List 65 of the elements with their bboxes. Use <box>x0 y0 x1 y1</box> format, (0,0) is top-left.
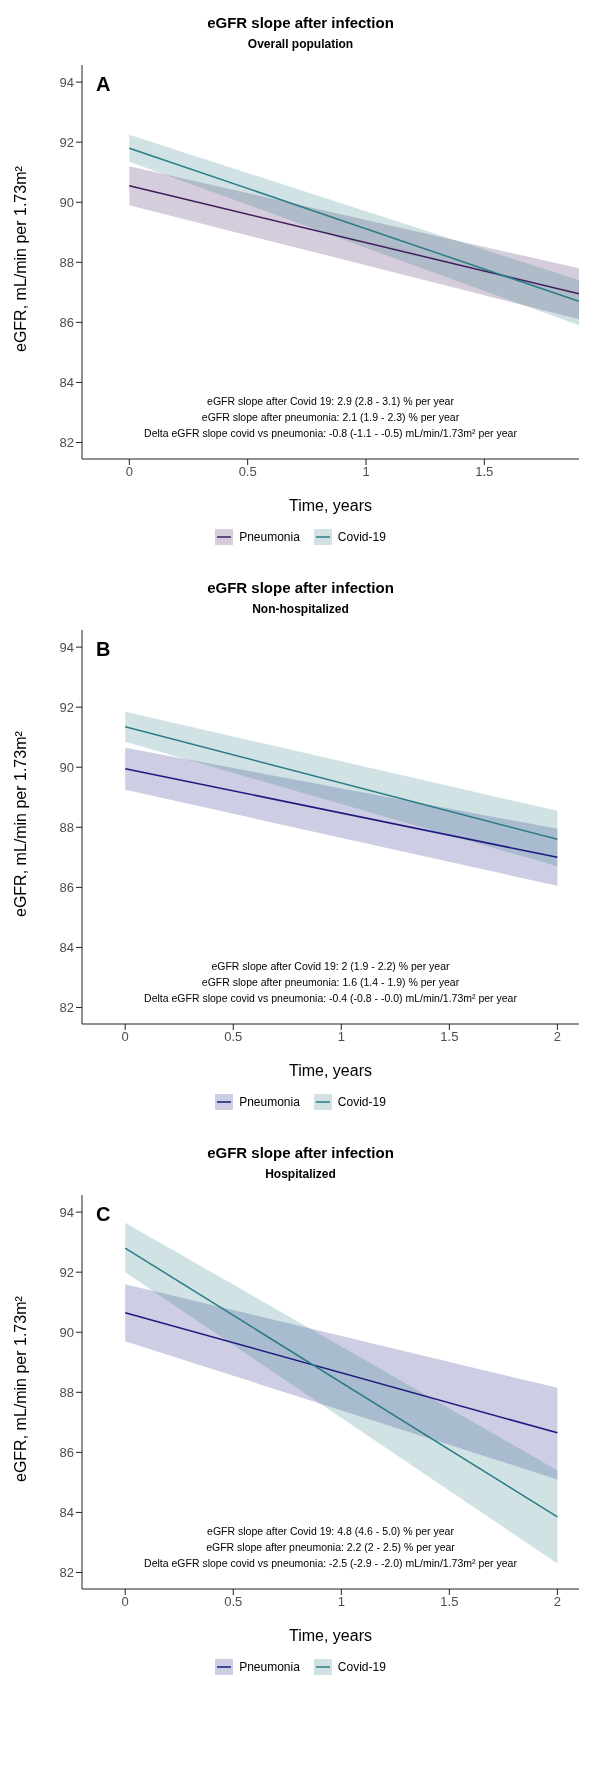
y-tick-label: 86 <box>59 314 74 330</box>
x-axis-title: Time, years <box>289 497 372 514</box>
legend-label: Pneumonia <box>239 530 300 544</box>
annotation: C <box>96 1203 111 1226</box>
y-tick-label: 94 <box>59 639 74 655</box>
x-tick-label: 0 <box>121 1029 129 1045</box>
y-tick-label: 82 <box>59 1000 74 1016</box>
y-tick-label: 92 <box>59 699 74 715</box>
y-tick-label: 88 <box>59 1384 74 1400</box>
y-tick-label: 94 <box>59 74 74 90</box>
chart-title: eGFR slope after infection <box>206 13 395 31</box>
x-tick-label: 1 <box>337 1029 345 1045</box>
y-tick-label: 90 <box>59 194 74 210</box>
x-tick-label: 2 <box>553 1029 562 1045</box>
chart-subtitle: Non-hospitalized <box>251 602 350 616</box>
annotation: eGFR slope after Covid 19: 2.9 (2.8 - 3.1) % per year <box>206 394 455 409</box>
annotation: Delta eGFR slope covid vs pneumonia: -0.8 (-1.1 - -0.5) mL/min/1.73m² per year <box>143 426 518 441</box>
x-axis-title: Time, years <box>289 1062 372 1079</box>
legend-label: Covid-19 <box>337 1095 386 1109</box>
annotation: Delta eGFR slope covid vs pneumonia: -2.5 (-2.9 - -2.0) mL/min/1.73m² per year <box>143 1556 518 1571</box>
x-tick-label: 0.5 <box>238 464 257 480</box>
annotation: eGFR slope after Covid 19: 4.8 (4.6 - 5.0) % per year <box>206 1524 455 1539</box>
annotation: B <box>96 638 111 661</box>
legend-label: Pneumonia <box>239 1660 300 1674</box>
x-tick-label: 0.5 <box>224 1594 243 1610</box>
y-tick-label: 86 <box>59 879 74 895</box>
x-tick-label: 0 <box>125 464 133 480</box>
y-tick-label: 90 <box>59 1324 74 1340</box>
annotation: eGFR slope after Covid 19: 2 (1.9 - 2.2) % per year <box>210 959 451 974</box>
legend-label: Pneumonia <box>239 1095 300 1109</box>
annotation: Delta eGFR slope covid vs pneumonia: -0.4 (-0.8 - -0.0) mL/min/1.73m² per year <box>143 991 518 1006</box>
y-axis-title: eGFR, mL/min per 1.73m² <box>11 1295 29 1482</box>
y-tick-label: 84 <box>59 375 74 391</box>
y-tick-label: 88 <box>59 254 74 270</box>
y-axis-title: eGFR, mL/min per 1.73m² <box>11 730 29 917</box>
y-tick-label: 82 <box>59 435 74 451</box>
annotation: eGFR slope after pneumonia: 2.1 (1.9 - 2.3) % per year <box>200 410 461 425</box>
y-tick-label: 84 <box>59 1505 74 1521</box>
x-tick-label: 1 <box>362 464 370 480</box>
y-tick-label: 86 <box>59 1444 74 1460</box>
x-tick-label: 0.5 <box>224 1029 243 1045</box>
annotation: eGFR slope after pneumonia: 2.2 (2 - 2.5) % per year <box>205 1540 456 1555</box>
x-axis-title: Time, years <box>289 1627 372 1644</box>
y-tick-label: 88 <box>59 819 74 835</box>
x-tick-label: 0 <box>121 1594 129 1610</box>
chart-title: eGFR slope after infection <box>206 578 395 596</box>
y-tick-label: 84 <box>59 940 74 956</box>
x-tick-label: 1.5 <box>440 1029 459 1045</box>
chart-subtitle: Overall population <box>246 37 355 51</box>
chart-title: eGFR slope after infection <box>206 1143 395 1161</box>
y-tick-label: 92 <box>59 1264 74 1280</box>
y-tick-label: 94 <box>59 1204 74 1220</box>
y-tick-label: 82 <box>59 1565 74 1581</box>
y-tick-label: 90 <box>59 759 74 775</box>
legend-label: Covid-19 <box>337 1660 386 1674</box>
annotation: eGFR slope after pneumonia: 1.6 (1.4 - 1.9) % per year <box>200 975 461 990</box>
y-axis-title: eGFR, mL/min per 1.73m² <box>11 165 29 352</box>
legend-label: Covid-19 <box>337 530 386 544</box>
x-tick-label: 1.5 <box>440 1594 459 1610</box>
y-tick-label: 92 <box>59 134 74 150</box>
x-tick-label: 2 <box>553 1594 562 1610</box>
x-tick-label: 1 <box>337 1594 345 1610</box>
annotation: A <box>96 73 111 96</box>
chart-subtitle: Hospitalized <box>264 1167 337 1181</box>
x-tick-label: 1.5 <box>475 464 494 480</box>
